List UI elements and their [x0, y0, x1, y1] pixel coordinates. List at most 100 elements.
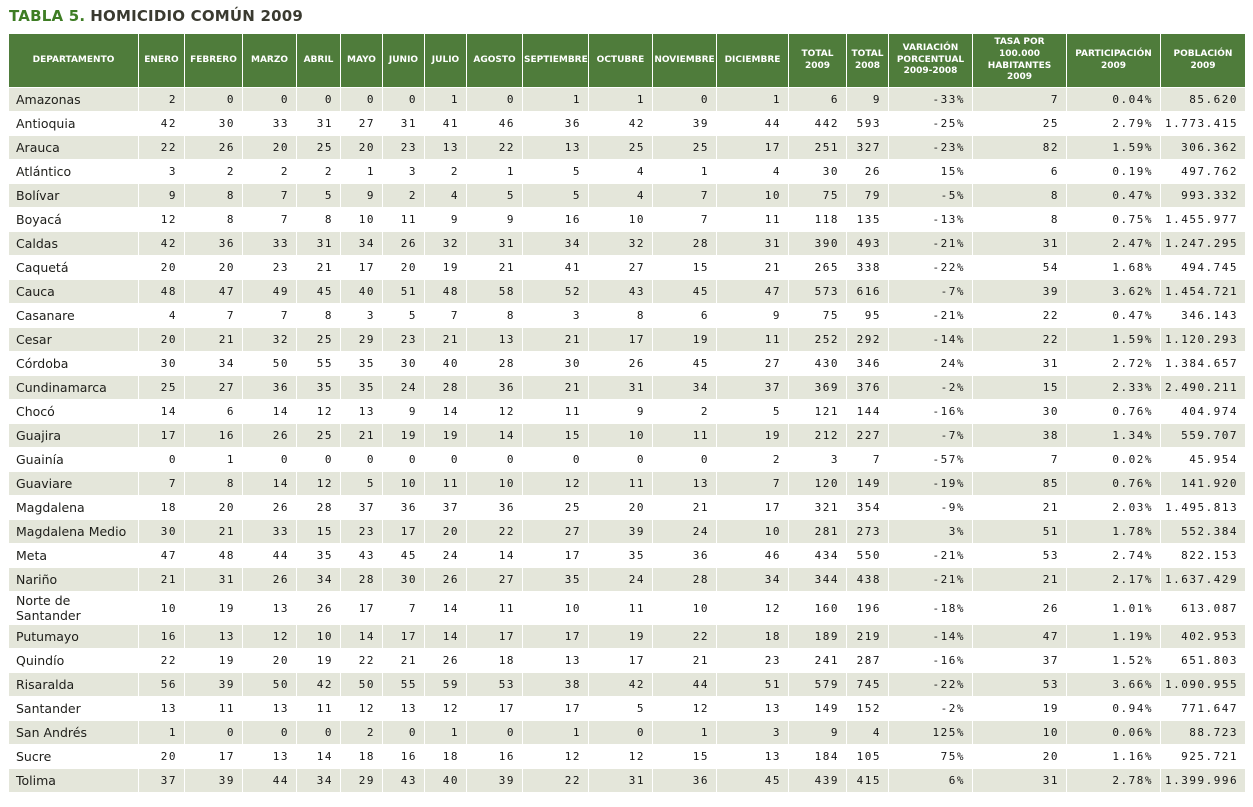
value-cell: 23 — [340, 519, 383, 544]
value-cell: 2.17% — [1066, 567, 1161, 592]
value-cell: 0 — [296, 720, 341, 745]
value-cell: 5 — [522, 183, 589, 208]
value-cell: 19 — [184, 648, 243, 673]
department-cell: Putumayo — [8, 624, 139, 649]
value-cell: 27 — [716, 351, 789, 376]
value-cell: 0.76% — [1066, 471, 1161, 496]
value-cell: 13 — [716, 744, 789, 769]
value-cell: 18 — [716, 624, 789, 649]
table-row: Magdalena Medio 30 21 33 15 23 17 20 22 27 39 24 10 2… — [8, 519, 1246, 544]
value-cell: 44 — [652, 672, 717, 697]
value-cell: 9 — [138, 183, 185, 208]
department-cell: Caldas — [8, 231, 139, 256]
value-cell: 40 — [340, 279, 383, 304]
value-cell: 47 — [972, 624, 1067, 649]
value-cell: 5 — [340, 471, 383, 496]
value-cell: 10 — [716, 183, 789, 208]
value-cell: 14 — [466, 543, 523, 568]
value-cell: 24 — [424, 543, 467, 568]
value-cell: 2.47% — [1066, 231, 1161, 256]
value-cell: 23 — [716, 648, 789, 673]
value-cell: 1 — [522, 87, 589, 112]
value-cell: 149 — [788, 696, 847, 721]
value-cell: 14 — [424, 399, 467, 424]
value-cell: 26 — [846, 159, 889, 184]
value-cell: 121 — [788, 399, 847, 424]
table-title-text: HOMICIDIO COMÚN 2009 — [90, 7, 304, 25]
value-cell: 26 — [424, 567, 467, 592]
value-cell: 3 — [522, 303, 589, 328]
column-header: PARTICIPACIÓN 2009 — [1066, 33, 1161, 88]
value-cell: 19 — [588, 624, 653, 649]
value-cell: 21 — [466, 255, 523, 280]
value-cell: 2 — [716, 447, 789, 472]
value-cell: 1.120.293 — [1160, 327, 1246, 352]
value-cell: 925.721 — [1160, 744, 1246, 769]
value-cell: 7 — [138, 471, 185, 496]
value-cell: 26 — [972, 591, 1067, 625]
value-cell: 75 — [788, 183, 847, 208]
value-cell: 14 — [296, 744, 341, 769]
value-cell: 346 — [846, 351, 889, 376]
value-cell: 48 — [184, 543, 243, 568]
value-cell: 36 — [382, 495, 425, 520]
value-cell: 1 — [340, 159, 383, 184]
value-cell: 16 — [184, 423, 243, 448]
column-header: AGOSTO — [466, 33, 523, 88]
value-cell: 36 — [466, 495, 523, 520]
value-cell: 550 — [846, 543, 889, 568]
value-cell: -5% — [888, 183, 973, 208]
value-cell: 4 — [846, 720, 889, 745]
value-cell: 287 — [846, 648, 889, 673]
table-row: Risaralda 56 39 50 42 50 55 59 53 38 42 44 51 579 745-… — [8, 672, 1246, 697]
value-cell: 14 — [340, 624, 383, 649]
value-cell: 1.01% — [1066, 591, 1161, 625]
value-cell: 32 — [424, 231, 467, 256]
value-cell: 1.384.657 — [1160, 351, 1246, 376]
value-cell: 184 — [788, 744, 847, 769]
value-cell: 27 — [466, 567, 523, 592]
table-row: Caquetá 20 20 23 21 17 20 19 21 41 27 15 21 265 338 -22… — [8, 255, 1246, 280]
value-cell: 552.384 — [1160, 519, 1246, 544]
department-cell: Cundinamarca — [8, 375, 139, 400]
value-cell: 1 — [652, 720, 717, 745]
value-cell: -23% — [888, 135, 973, 160]
value-cell: 12 — [522, 744, 589, 769]
value-cell: 1 — [424, 720, 467, 745]
value-cell: 2 — [184, 159, 243, 184]
value-cell: 13 — [424, 135, 467, 160]
value-cell: 25 — [296, 423, 341, 448]
value-cell: 15 — [652, 744, 717, 769]
value-cell: 39 — [184, 672, 243, 697]
value-cell: 19 — [424, 255, 467, 280]
value-cell: 45 — [296, 279, 341, 304]
value-cell: 1.637.429 — [1160, 567, 1246, 592]
value-cell: 33 — [242, 519, 297, 544]
value-cell: -21% — [888, 567, 973, 592]
value-cell: 9 — [340, 183, 383, 208]
value-cell: 75 — [788, 303, 847, 328]
value-cell: 7 — [652, 183, 717, 208]
value-cell: 18 — [340, 744, 383, 769]
value-cell: 17 — [138, 423, 185, 448]
value-cell: 13 — [184, 624, 243, 649]
value-cell: 144 — [846, 399, 889, 424]
value-cell: 8 — [972, 207, 1067, 232]
value-cell: 771.647 — [1160, 696, 1246, 721]
value-cell: 31 — [296, 111, 341, 136]
value-cell: 24% — [888, 351, 973, 376]
value-cell: 12 — [296, 471, 341, 496]
value-cell: 31 — [466, 231, 523, 256]
value-cell: 25 — [972, 111, 1067, 136]
value-cell: 20 — [138, 744, 185, 769]
value-cell: 7 — [382, 591, 425, 625]
value-cell: 196 — [846, 591, 889, 625]
value-cell: 48 — [138, 279, 185, 304]
value-cell: 34 — [340, 231, 383, 256]
value-cell: 17 — [522, 696, 589, 721]
table-row: Boyacá 12 8 7 8 10 11 9 9 16 10 7 11 118 135 -13% 8 0.75%… — [8, 207, 1246, 232]
value-cell: 1.52% — [1066, 648, 1161, 673]
value-cell: 31 — [972, 351, 1067, 376]
value-cell: 8 — [296, 303, 341, 328]
value-cell: 22 — [138, 135, 185, 160]
